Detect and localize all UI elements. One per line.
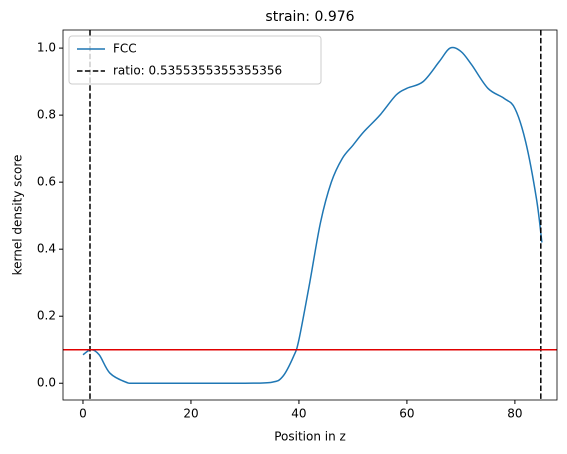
y-tick-label: 1.0	[37, 41, 56, 55]
x-tick-label: 80	[507, 407, 522, 421]
y-tick-label: 0.8	[37, 108, 56, 122]
legend-label: ratio: 0.5355355355355356	[113, 64, 282, 78]
x-tick-label: 20	[183, 407, 198, 421]
y-tick-label: 0.2	[37, 309, 56, 323]
legend-label: FCC	[113, 42, 137, 56]
y-axis-label: kernel density score	[11, 155, 25, 276]
x-tick-label: 60	[399, 407, 414, 421]
line-series	[82, 46, 543, 385]
x-tick-label: 0	[79, 407, 87, 421]
y-tick-label: 0.4	[37, 242, 56, 256]
legend-box	[68, 35, 322, 85]
plot-frame	[62, 29, 558, 401]
y-tick-label: 0.0	[37, 376, 56, 390]
x-tick-label: 40	[291, 407, 306, 421]
chart-title: strain: 0.976	[265, 9, 354, 25]
x-axis-label: Position in z	[274, 430, 346, 444]
y-tick-label: 0.6	[37, 175, 56, 189]
